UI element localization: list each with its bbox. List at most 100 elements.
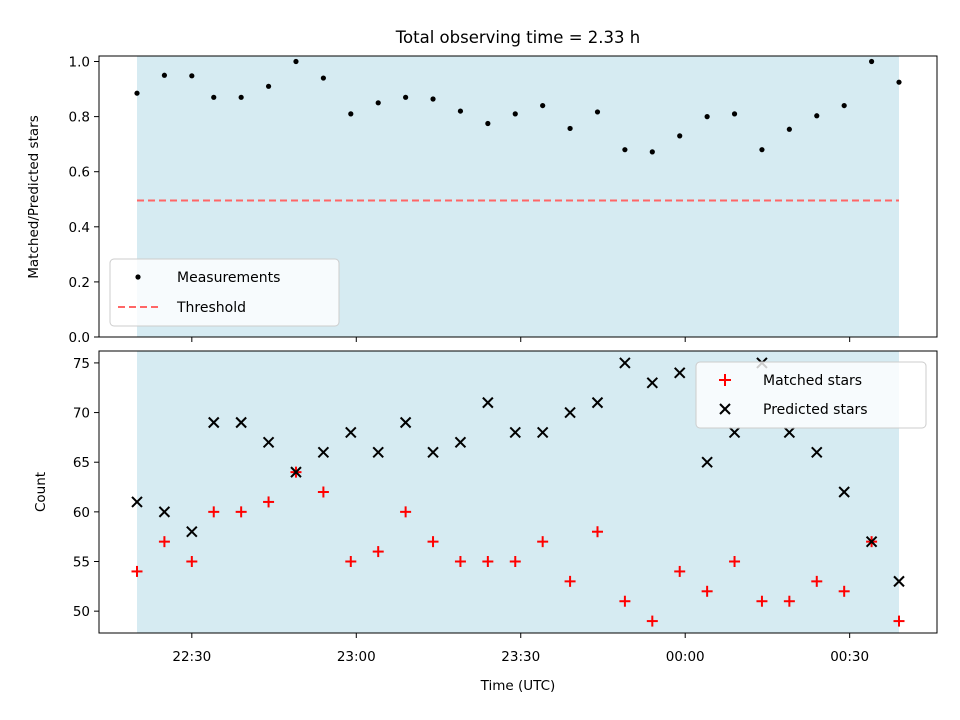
measurement-point [786,126,792,132]
top-legend: Measurements Threshold [109,258,340,327]
x-tick-label: 00:30 [830,649,869,665]
bottom-y-axis: 50 55 60 65 70 75 [73,356,99,620]
legend-measurements-label: Measurements [177,270,280,286]
bottom-panel: 50 55 60 65 70 75 22:30 23:00 23:30 00:00 00:30 C… [33,350,938,694]
measurement-point [375,100,381,106]
top-y-tick-label: 0.2 [69,275,90,291]
measurement-point [348,111,354,117]
bottom-y-tick-label: 50 [73,604,90,620]
predicted-point [290,466,302,478]
chart-title: Total observing time = 2.33 h [395,28,640,47]
matched-point [509,556,521,568]
matched-point [783,595,795,607]
measurement-point [161,72,168,78]
bottom-y-tick-label: 55 [73,555,90,571]
matched-point [454,556,466,568]
matched-point [400,506,412,518]
legend-matched-marker [719,374,731,386]
measurement-points [134,58,902,155]
measurement-point [704,114,710,120]
measurement-point [896,79,902,85]
matched-point [591,526,603,538]
predicted-point [591,396,604,409]
predicted-point [399,416,412,429]
predicted-point [509,426,521,439]
measurement-point [759,147,765,153]
bottom-x-axis: 22:30 23:00 23:30 00:00 00:30 [172,633,869,665]
matched-point [131,565,143,577]
measurement-point [134,90,140,96]
x-tick-label: 00:00 [666,649,705,665]
predicted-point [783,426,796,439]
measurement-point [649,149,655,155]
measurement-point [403,94,409,100]
measurement-point [211,94,217,100]
matched-point [263,496,275,508]
matched-point [838,585,850,597]
predicted-point [131,496,143,508]
measurement-point [293,58,299,65]
bottom-y-tick-label: 70 [73,406,90,422]
matched-point [208,506,220,518]
predicted-point [372,446,384,458]
predicted-point [674,367,686,379]
legend-predicted-marker [719,403,731,415]
predicted-point [865,535,878,548]
predicted-point [536,426,549,439]
predicted-point [186,526,198,538]
x-tick-label: 23:00 [337,649,376,665]
predicted-point [158,506,171,518]
matched-point [482,556,494,568]
measurement-point [457,108,464,114]
measurement-point [594,109,601,115]
bottom-legend: Matched stars Predicted stars [695,361,927,429]
measurement-point [731,111,738,117]
matched-point [537,536,549,548]
measurement-point [567,125,573,132]
measurement-point [485,120,491,127]
matched-point [345,556,357,568]
top-axes-frame [98,55,938,338]
predicted-point [893,575,905,588]
predicted-point [454,436,467,449]
top-y-tick-label: 0.0 [69,330,90,346]
measurement-point [868,58,875,65]
predicted-point [208,416,220,429]
measurement-point [512,111,518,117]
predicted-point [619,357,631,369]
matched-point [619,595,631,607]
measurement-point [841,102,847,109]
matched-point [235,506,247,518]
legend-measurement-marker [135,274,141,280]
top-y-tick-label: 0.4 [69,220,90,236]
x-tick-label: 23:30 [501,649,540,665]
predicted-point [482,396,494,409]
matched-point [427,536,439,548]
matched-point [646,615,658,627]
top-y-tick-label: 0.8 [69,110,90,126]
measurement-point [622,147,628,153]
matched-point [674,565,686,577]
measurement-point [265,83,272,89]
predicted-point [701,456,713,468]
predicted-point [811,446,823,458]
bottom-y-tick-label: 65 [73,455,90,471]
bottom-y-tick-label: 75 [73,356,90,372]
legend-threshold-label: Threshold [176,300,246,316]
measurement-point [189,73,195,79]
predicted-point [728,426,741,439]
x-axis-label: Time (UTC) [480,678,556,694]
bottom-y-axis-label: Count [33,472,49,512]
matched-point [811,575,823,587]
matched-point [317,486,329,498]
legend-predicted-label: Predicted stars [763,402,868,418]
predicted-point [317,446,330,458]
measurement-point [430,96,436,102]
matched-point [158,536,170,548]
x-tick-label: 22:30 [172,649,211,665]
predicted-point [427,446,439,458]
measurement-point [540,102,546,109]
matched-point [564,575,576,587]
top-y-axis: 0.0 0.2 0.4 0.6 0.8 1.0 [69,55,99,346]
